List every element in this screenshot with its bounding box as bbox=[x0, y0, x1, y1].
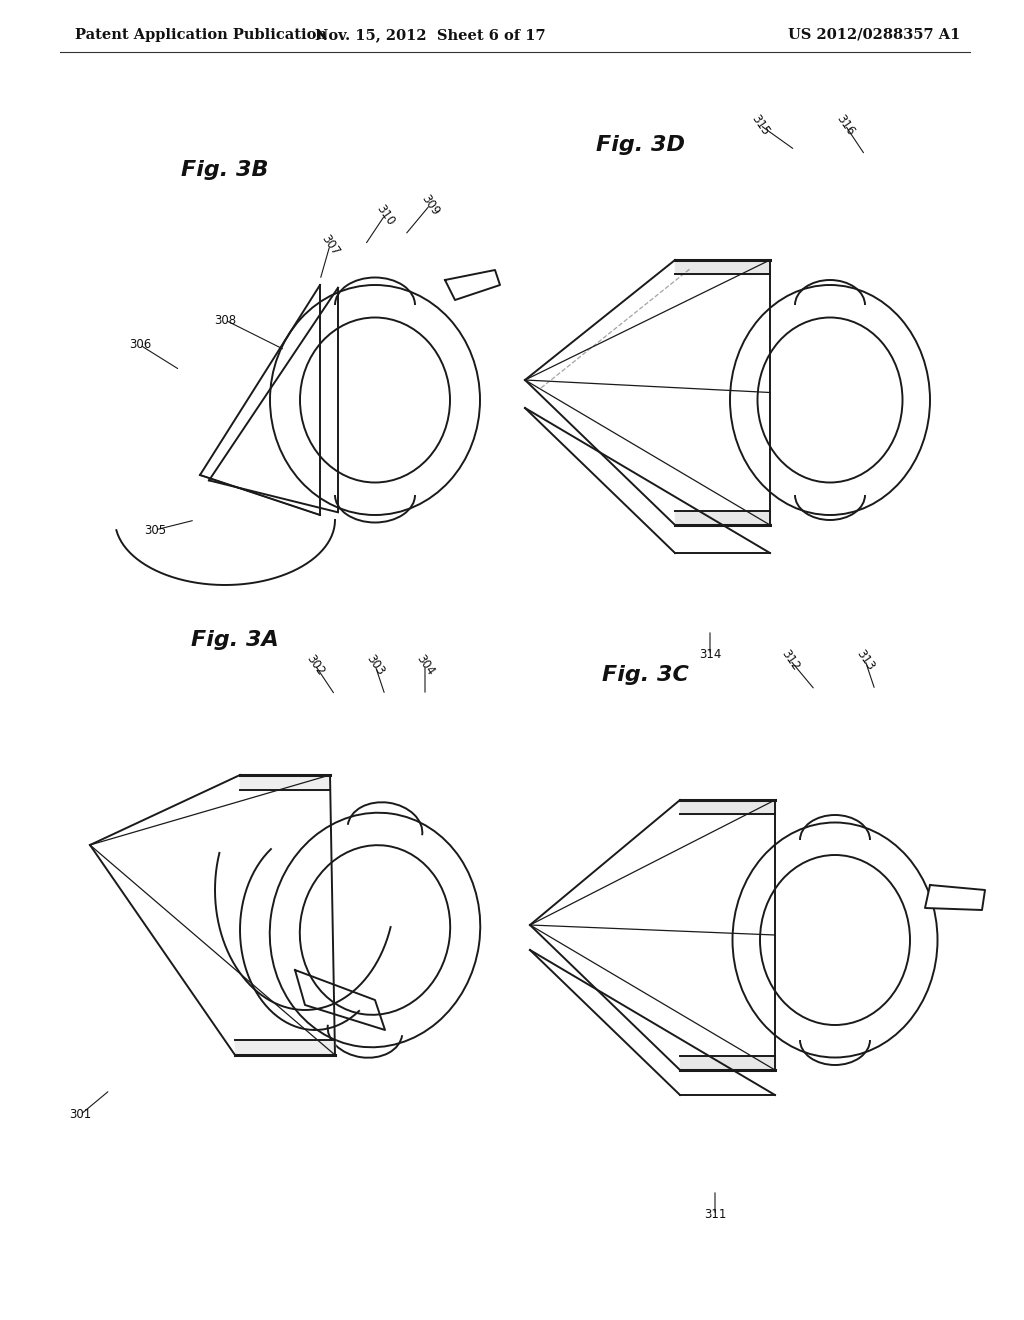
Text: US 2012/0288357 A1: US 2012/0288357 A1 bbox=[787, 28, 961, 42]
Text: 301: 301 bbox=[69, 1109, 91, 1122]
Text: 302: 302 bbox=[303, 652, 327, 678]
Text: 305: 305 bbox=[144, 524, 166, 536]
Polygon shape bbox=[675, 511, 770, 525]
Text: Fig. 3B: Fig. 3B bbox=[181, 160, 268, 180]
Text: 315: 315 bbox=[749, 112, 772, 137]
Polygon shape bbox=[680, 1056, 775, 1071]
Text: Fig. 3C: Fig. 3C bbox=[601, 665, 688, 685]
Text: Patent Application Publication: Patent Application Publication bbox=[75, 28, 327, 42]
Text: 316: 316 bbox=[834, 112, 857, 137]
Polygon shape bbox=[675, 260, 770, 275]
Text: 306: 306 bbox=[129, 338, 152, 351]
Polygon shape bbox=[445, 271, 500, 300]
Text: Nov. 15, 2012  Sheet 6 of 17: Nov. 15, 2012 Sheet 6 of 17 bbox=[314, 28, 546, 42]
Text: 309: 309 bbox=[418, 193, 441, 218]
Text: 304: 304 bbox=[414, 652, 436, 678]
Text: Fig. 3D: Fig. 3D bbox=[596, 135, 684, 154]
Text: 311: 311 bbox=[703, 1209, 726, 1221]
Text: 312: 312 bbox=[778, 647, 802, 673]
Text: 313: 313 bbox=[853, 647, 877, 673]
Text: 303: 303 bbox=[364, 652, 387, 677]
Polygon shape bbox=[240, 775, 330, 789]
Text: Fig. 3A: Fig. 3A bbox=[191, 630, 279, 649]
Text: 310: 310 bbox=[374, 202, 396, 228]
Polygon shape bbox=[234, 1040, 335, 1055]
Polygon shape bbox=[680, 800, 775, 814]
Text: 307: 307 bbox=[318, 232, 342, 257]
Text: 314: 314 bbox=[698, 648, 721, 661]
Text: 308: 308 bbox=[214, 314, 237, 326]
Polygon shape bbox=[925, 884, 985, 909]
